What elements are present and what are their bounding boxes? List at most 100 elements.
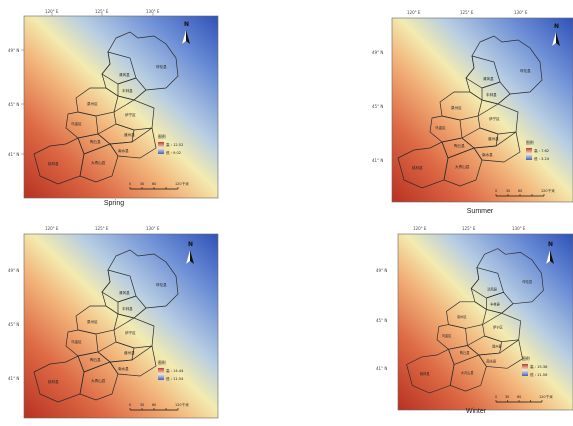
svg-text:伊宁区: 伊宁区 [125,330,136,335]
heatmap-surface [23,15,219,199]
svg-text:桃林县: 桃林县 [420,371,430,376]
map-panel-spring: 120° E 125° E 130° E 49° N 45° N 41° N [6,4,220,207]
svg-text:泉州区: 泉州区 [87,319,98,324]
scale-bar: 0 30 60 120 千米 [129,181,189,190]
lat-label: 49° N [8,48,19,53]
svg-text:乌金区: 乌金区 [71,339,82,344]
lat-label: 45° N [372,104,383,109]
svg-text:南水县: 南水县 [118,366,129,371]
svg-text:丰林县: 丰林县 [490,302,500,307]
legend-high-label: 高 [166,142,170,147]
north-arrow: N [552,23,560,46]
district-label: 呼伦县 [156,64,167,69]
district-boundaries [33,249,179,403]
svg-text:大青山县: 大青山县 [455,164,470,169]
svg-text:伊宁区: 伊宁区 [489,116,500,121]
svg-text:低 : 3.24: 低 : 3.24 [534,156,550,161]
lon-label: 125° E [462,226,476,231]
svg-text:0: 0 [495,189,497,193]
svg-text:桃林县: 桃林县 [48,379,59,384]
svg-text:道州县: 道州县 [488,136,499,141]
svg-text:陶丘县: 陶丘县 [454,143,465,148]
legend-low-value: 11.56 [537,373,548,377]
svg-text:清风县: 清风县 [487,286,497,291]
svg-text:伊宁区: 伊宁区 [493,324,503,329]
svg-text:高 : 15.36: 高 : 15.36 [530,364,548,369]
legend: 图例 高 : 12.52 低 : 9.02 [158,134,183,155]
svg-text:泉州区: 泉州区 [451,105,462,110]
svg-text:30: 30 [506,189,510,193]
lat-label: 49° N [376,268,387,273]
lon-label: 120° E [45,226,59,231]
svg-text:30: 30 [140,403,144,407]
district-label: 道州县 [124,132,135,137]
scale-bar: 0 30 60 120 千米 [495,188,555,197]
svg-text:南水县: 南水县 [482,152,493,157]
lon-label: 125° E [460,10,474,15]
lon-label: 130° E [146,9,160,14]
legend-high-value: 14.44 [173,369,184,373]
svg-text:0: 0 [129,403,131,407]
lat-label: 41° N [8,152,19,157]
panel-title-winter: Winter [465,408,487,415]
legend: 图例 高 : 14.44 低 : 11.54 [158,360,184,381]
legend-low-value: 9.02 [173,151,181,155]
lon-label: 130° E [146,226,160,231]
legend-high-value: 15.36 [537,365,548,369]
svg-text:呼伦县: 呼伦县 [523,279,533,284]
lon-label: 120° E [45,9,59,14]
svg-text:N: N [554,23,559,30]
svg-text:60: 60 [517,395,521,399]
svg-text:千米: 千米 [182,181,189,186]
map-panel-summer: 120° E 125° E 130° E 49° N 45° N 41° N 呼… [372,8,573,215]
map-panel-autumn: 120° E 125° E 130° E 49° N 45° N 41° N 呼… [6,222,220,420]
svg-text:丰林县: 丰林县 [486,92,497,97]
svg-text:0: 0 [129,182,131,186]
legend-title: 图例 [158,134,166,139]
svg-text:图例: 图例 [522,356,530,361]
svg-text:南水县: 南水县 [486,359,496,364]
svg-text:高 : 14.44: 高 : 14.44 [166,368,184,373]
svg-text:乌金区: 乌金区 [442,333,452,338]
svg-text:泉州区: 泉州区 [457,314,467,319]
svg-text:120: 120 [541,189,547,193]
svg-text:大青山县: 大青山县 [461,370,475,375]
svg-text:清风县: 清风县 [483,76,494,81]
svg-text:乌金区: 乌金区 [435,125,446,130]
svg-text:千米: 千米 [182,402,189,407]
svg-text:大青山县: 大青山县 [91,378,106,383]
district-boundaries [33,31,179,185]
district-label: 南水县 [118,148,129,153]
lat-label: 41° N [376,366,387,371]
heatmap-surface [391,17,573,203]
svg-text:桃林县: 桃林县 [412,165,423,170]
district-label: 桃林县 [48,161,59,166]
panel-title-spring: Spring [103,200,125,207]
svg-text:120: 120 [175,182,181,186]
svg-text:N: N [548,241,553,248]
svg-text:千米: 千米 [548,188,555,193]
district-boundaries [397,35,543,189]
svg-text:陶丘县: 陶丘县 [460,350,470,355]
lon-label: 120° E [413,226,427,231]
legend-high-value: 12.52 [173,143,183,147]
svg-text:丰林县: 丰林县 [122,306,133,311]
legend: 图例 高 : 7.62 低 : 3.24 [526,140,550,161]
svg-text:60: 60 [518,189,522,193]
panel-title-summer: Summer [466,208,494,215]
heatmap-surface [397,233,573,411]
district-label: 陶丘县 [90,139,101,144]
svg-text:30: 30 [140,182,144,186]
svg-text:图例: 图例 [526,140,534,145]
svg-text:清风县: 清风县 [119,290,130,295]
svg-text:道州县: 道州县 [124,350,135,355]
lat-label: 45° N [8,102,19,107]
district-label: 清风县 [119,72,130,77]
scale-bar: 0 30 60 120 千米 [495,394,553,403]
scale-bar: 0 30 60 120 千米 [129,402,189,411]
svg-text:图例: 图例 [158,360,166,365]
svg-text:陶丘县: 陶丘县 [90,357,101,362]
lon-label: 125° E [95,226,109,231]
lat-label: 41° N [372,158,383,163]
svg-text:千米: 千米 [546,394,553,399]
